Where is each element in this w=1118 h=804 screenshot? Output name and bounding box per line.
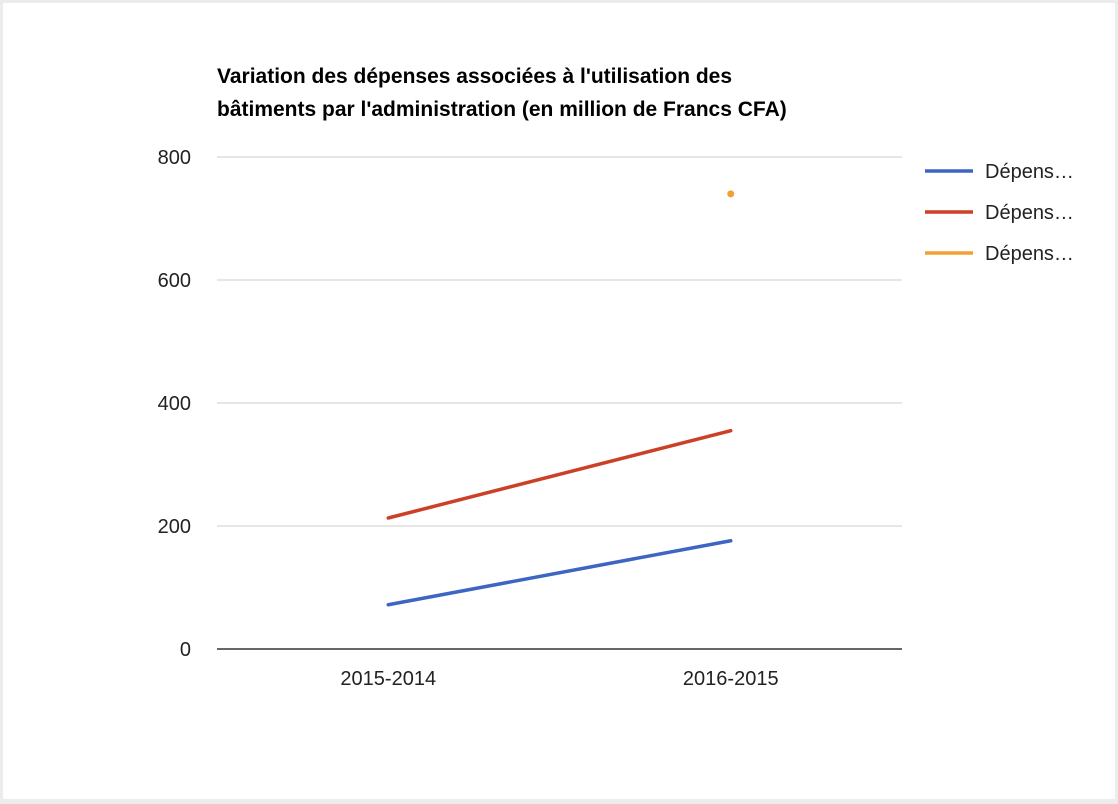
chart-title: Variation des dépenses associées à l'uti…	[217, 65, 787, 121]
x-tick-label: 2015-2014	[340, 668, 436, 690]
y-tick-label: 600	[158, 270, 191, 292]
y-tick-label: 400	[158, 393, 191, 415]
legend-label: Dépens…	[985, 202, 1074, 224]
chart-title-line-1: Variation des dépenses associées à l'uti…	[217, 65, 732, 88]
series-3-point	[727, 190, 735, 198]
y-tick-label: 0	[180, 639, 191, 661]
y-tick-label: 800	[158, 147, 191, 169]
legend-label: Dépens…	[985, 243, 1074, 265]
y-axis: 0 200 400 600 800	[158, 147, 191, 661]
legend-label: Dépens…	[985, 161, 1074, 183]
chart-title-line-2: bâtiments par l'administration (en milli…	[217, 98, 787, 121]
x-axis: 2015-2014 2016-2015	[340, 668, 778, 690]
series-2-line	[386, 428, 733, 520]
x-tick-label: 2016-2015	[683, 668, 779, 690]
chart-container: Variation des dépenses associées à l'uti…	[3, 3, 1115, 799]
legend: Dépens… Dépens… Dépens…	[925, 161, 1074, 265]
series-lines	[386, 190, 735, 607]
y-tick-label: 200	[158, 516, 191, 538]
line-chart: Variation des dépenses associées à l'uti…	[158, 65, 1074, 690]
grid	[217, 156, 902, 650]
series-1-line	[386, 539, 733, 607]
